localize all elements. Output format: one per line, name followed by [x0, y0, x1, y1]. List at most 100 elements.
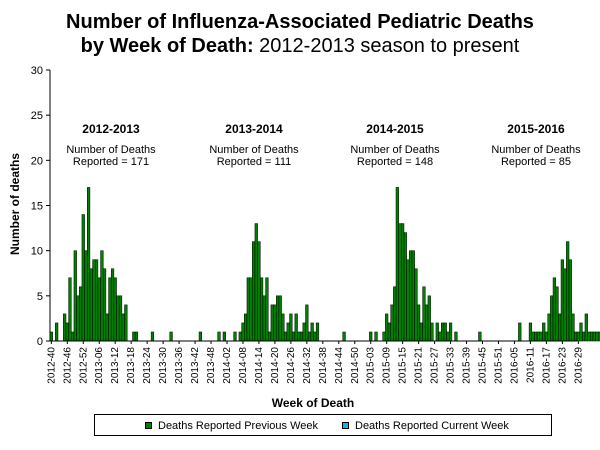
x-tick-label: 2015-15 [398, 347, 409, 384]
bar [406, 259, 410, 342]
bar [544, 331, 548, 342]
deaths-note-line2: Reported = 171 [73, 156, 149, 168]
x-tick-label: 2014-20 [270, 347, 281, 384]
x-tick-label: 2014-14 [254, 347, 265, 384]
y-tick-label: 0 [37, 336, 43, 348]
bar [81, 214, 85, 342]
bar [95, 259, 99, 342]
bar [385, 313, 389, 342]
x-tick-label: 2013-48 [206, 347, 217, 384]
deaths-note-line1: Number of Deaths [66, 144, 156, 156]
bar [531, 331, 535, 342]
x-tick-label: 2013-12 [110, 347, 121, 384]
x-axis: 2012-40 2012-46 2012-52 2013-06 2013-12 2013-… [46, 340, 584, 384]
bar [595, 331, 599, 342]
bar [403, 232, 407, 342]
bar [430, 322, 434, 342]
bar [302, 322, 306, 342]
bar [590, 331, 594, 342]
chart-title: Number of Influenza-Associated Pediatric… [0, 10, 600, 58]
bar [262, 295, 266, 342]
bar [374, 331, 378, 342]
bar [121, 313, 125, 342]
bar [555, 286, 559, 342]
bar [275, 295, 280, 342]
deaths-note-line1: Number of Deaths [491, 144, 581, 156]
bar [169, 331, 173, 342]
bar [89, 268, 93, 342]
bar [55, 322, 59, 342]
bar [448, 322, 453, 342]
bar [409, 250, 413, 342]
bar [417, 304, 421, 342]
bar [87, 187, 91, 342]
bar [71, 331, 75, 342]
bar [254, 223, 258, 342]
bar [584, 313, 588, 342]
bar [97, 277, 101, 342]
bar [283, 331, 288, 342]
bar [568, 259, 572, 342]
bar [108, 277, 112, 342]
bar [278, 295, 282, 342]
x-tick-label: 2012-46 [62, 347, 73, 384]
bar [222, 331, 226, 342]
chart-title-line1: Number of Influenza-Associated Pediatric… [66, 11, 534, 33]
x-tick-label: 2015-09 [382, 347, 393, 384]
x-tick-label: 2012-40 [46, 347, 57, 384]
y-axis-label: Number of deaths [8, 153, 22, 255]
bar [438, 331, 442, 342]
x-tick-label: 2014-44 [334, 347, 345, 384]
bar [441, 322, 445, 342]
bar [132, 331, 136, 342]
bar [582, 331, 586, 342]
bar [305, 304, 309, 342]
bar [592, 331, 596, 342]
legend-swatch-previous [145, 422, 152, 429]
bar [390, 304, 394, 342]
x-tick-label: 2015-21 [414, 347, 425, 384]
bar [294, 313, 298, 342]
x-tick-label: 2013-06 [94, 347, 105, 384]
season-label: 2015-2016 [507, 122, 565, 136]
bar [268, 331, 272, 342]
x-tick-label: 2015-45 [478, 347, 489, 384]
x-tick-label: 2015-27 [430, 347, 441, 384]
bar [241, 322, 245, 342]
bar [134, 331, 139, 342]
bar [542, 322, 546, 342]
bar [289, 313, 293, 342]
bar [260, 277, 264, 342]
bar [446, 331, 450, 342]
bar [566, 241, 570, 342]
y-axis: 0 5 10 15 20 25 30 [31, 65, 51, 348]
bar [560, 259, 564, 342]
x-tick-label: 2015-03 [366, 347, 377, 384]
bar [198, 331, 202, 342]
bar [552, 277, 556, 342]
x-tick-label: 2016-23 [557, 347, 568, 384]
bar [113, 277, 117, 342]
bar [387, 322, 391, 342]
bar [307, 331, 312, 342]
deaths-note-line1: Number of Deaths [350, 144, 440, 156]
x-tick-label: 2014-32 [302, 347, 313, 384]
bar [79, 286, 83, 342]
x-tick-label: 2014-50 [350, 347, 361, 384]
bar [297, 331, 301, 342]
x-tick-label: 2014-08 [238, 347, 249, 384]
y-tick-label: 30 [31, 65, 43, 77]
x-tick-label: 2016-05 [509, 347, 520, 384]
bar [252, 241, 256, 342]
bar [116, 295, 120, 342]
bar [395, 187, 399, 342]
x-axis-label: Week of Death [272, 396, 354, 410]
y-tick-label: 15 [31, 201, 43, 213]
bar [587, 331, 591, 342]
chart-title-bold-part: by Week of Death: [80, 35, 254, 57]
bar [393, 286, 397, 342]
bar [398, 223, 402, 342]
bar [92, 259, 96, 342]
